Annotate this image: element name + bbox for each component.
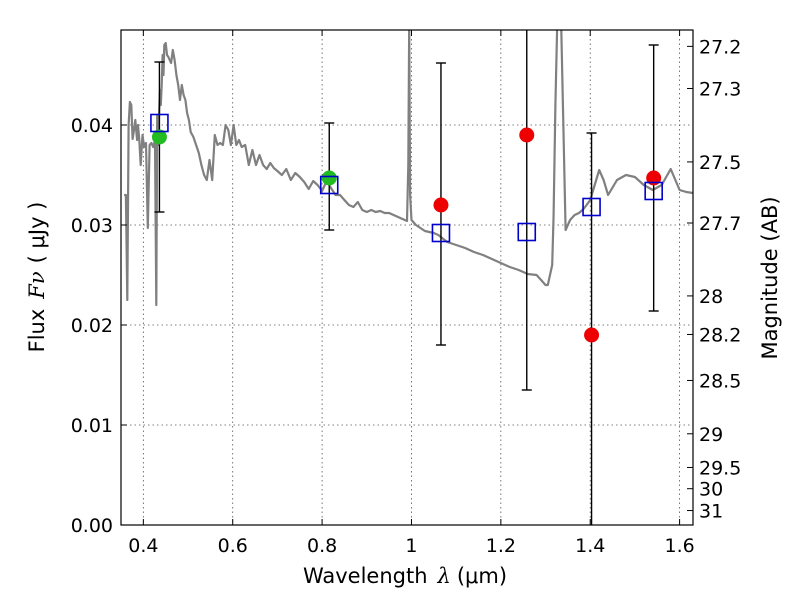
mag-tick-label: 28.2 — [699, 324, 741, 346]
axis-layer: 0.4 0.6 0.8 1 1.2 1.4 1.6 0.00 0.01 0.02 0.03 0.04 2… — [71, 30, 741, 557]
x-tick-label: 1.4 — [575, 535, 605, 557]
mag-tick-label: 27.3 — [699, 78, 741, 100]
mag-tick-label: 30 — [699, 479, 723, 501]
x-axis-label: Wavelength λ (μm) — [303, 564, 507, 588]
model-point — [517, 222, 537, 242]
x-tick-label: 0.4 — [128, 535, 158, 557]
mag-tick-label: 28 — [699, 286, 723, 308]
y-tick-label: 0.00 — [71, 515, 113, 537]
mag-tick-label: 27.7 — [699, 213, 741, 235]
x-tick-label: 1.2 — [486, 535, 516, 557]
y-axis-label: FluxFν( μJy ) — [25, 202, 49, 353]
grid-layer — [121, 30, 693, 525]
y-tick-label: 0.02 — [71, 315, 113, 337]
mag-tick-label: 29.5 — [699, 457, 741, 479]
mag-tick-label: 31 — [699, 501, 723, 523]
x-tick-label: 1.6 — [664, 535, 694, 557]
observed-point — [584, 327, 600, 343]
y-tick-label: 0.01 — [71, 415, 113, 437]
observed-point — [519, 127, 535, 143]
x-tick-label: 1 — [405, 535, 417, 557]
model-point — [431, 223, 451, 243]
plot-frame — [120, 29, 694, 526]
y-tick-label: 0.03 — [71, 215, 113, 237]
marker-layer — [150, 30, 663, 525]
x-tick-label: 0.8 — [307, 535, 337, 557]
mag-tick-label: 27.5 — [699, 152, 741, 174]
model-point — [150, 113, 169, 133]
x-tick-label: 0.6 — [218, 535, 248, 557]
observed-point — [433, 197, 449, 213]
model-point — [582, 197, 601, 217]
mag-tick-label: 27.2 — [699, 36, 741, 58]
model-point — [319, 175, 339, 195]
y2-axis-label: Magnitude (AB) — [758, 196, 782, 359]
observed-point — [151, 129, 167, 145]
mag-tick-label: 29 — [699, 424, 723, 446]
observed-point — [321, 170, 337, 186]
mag-tick-label: 28.5 — [699, 370, 741, 392]
model-point — [644, 181, 663, 201]
y-tick-label: 0.04 — [71, 115, 113, 137]
spectrum-line — [124, 30, 693, 307]
plot-layer — [124, 30, 693, 307]
